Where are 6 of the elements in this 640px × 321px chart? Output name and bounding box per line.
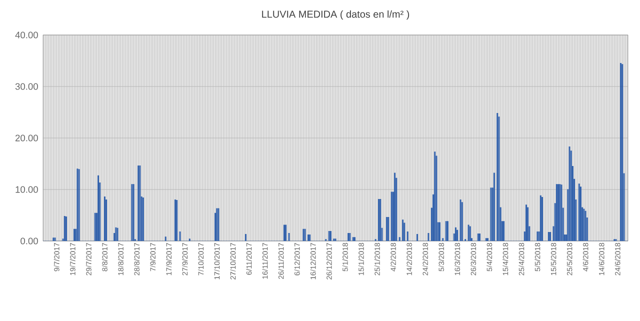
y-tick-label: 0.00: [20, 238, 38, 244]
chart-title: LLUVIA MEDIDA ( datos en l/m² ): [262, 10, 410, 20]
y-tick-label: 40.00: [15, 32, 38, 38]
y-tick-label: 20.00: [15, 134, 38, 142]
y-tick-label: 30.00: [15, 83, 38, 90]
y-tick-label: 10.00: [16, 186, 38, 193]
